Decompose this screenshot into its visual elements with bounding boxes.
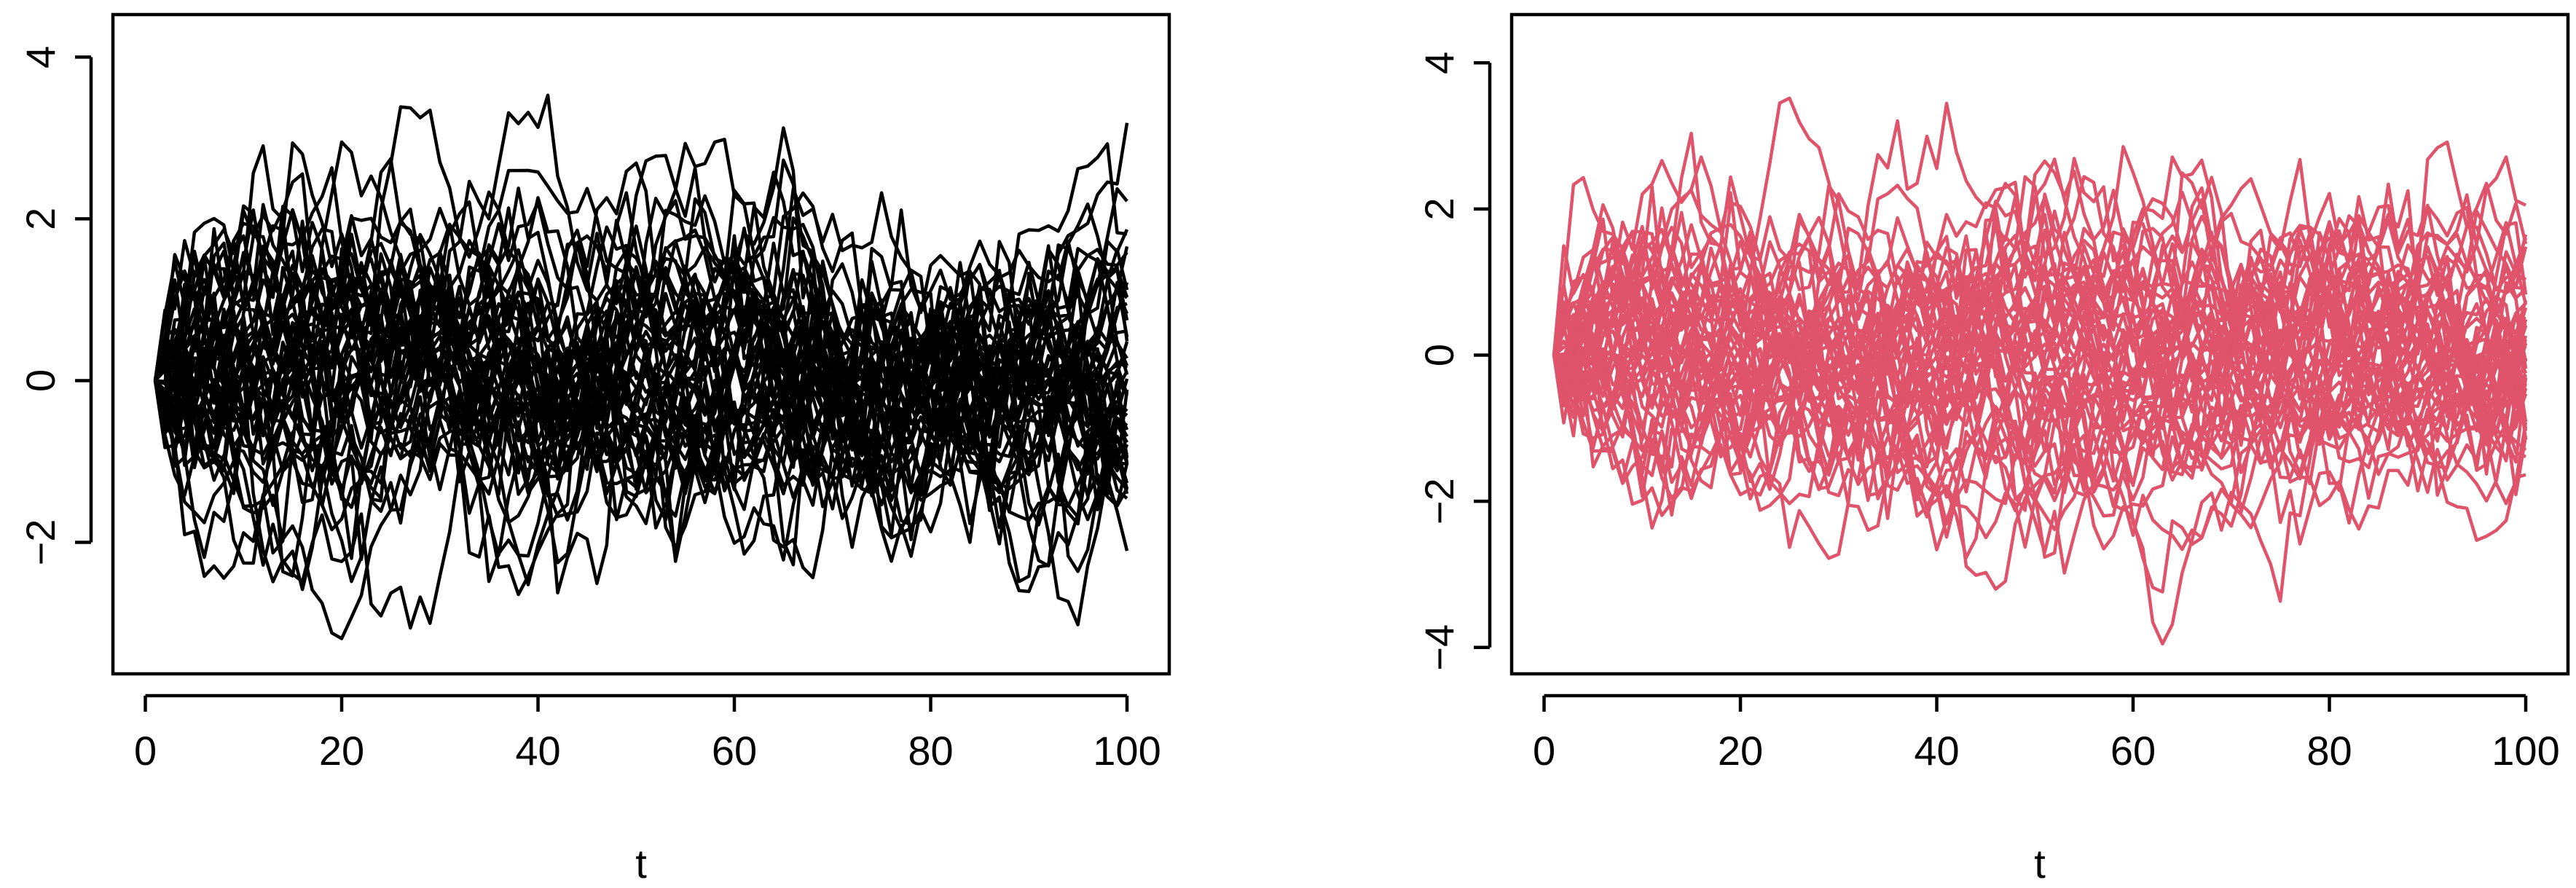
x-tick-label: 60 [712, 728, 757, 774]
y-tick-label: −4 [1416, 624, 1462, 671]
series-line-43 [1552, 209, 2526, 472]
series-line-34 [153, 186, 1128, 508]
x-tick-label: 20 [319, 728, 364, 774]
series-line-39 [154, 154, 1129, 495]
y-tick-label: 0 [1416, 344, 1462, 366]
y-tick-label: 0 [17, 369, 63, 392]
series-line-45 [1552, 193, 2528, 417]
x-tick-label: 20 [1718, 728, 1763, 774]
series-line-50 [1552, 157, 2528, 559]
plot-frame [1509, 12, 2570, 676]
series-group [1552, 96, 2528, 646]
series-line-50 [154, 234, 1128, 595]
y-tick-label: −2 [17, 519, 63, 566]
x-tick-label: 40 [515, 728, 560, 774]
series-line-48 [1552, 176, 2528, 533]
series-group [153, 93, 1129, 640]
x-axis-title: t [2034, 841, 2046, 887]
x-axis-title: t [635, 841, 647, 887]
y-tick-label: 4 [1416, 52, 1462, 74]
series-line-48 [153, 196, 1128, 563]
x-tick-label: 100 [1093, 728, 1161, 774]
series-line-46 [153, 189, 1129, 584]
x-tick-label: 80 [908, 728, 953, 774]
series-line-47 [154, 138, 1129, 495]
series-line-40 [1552, 201, 2528, 433]
series-line-41 [1552, 234, 2528, 520]
x-tick-label: 100 [2491, 728, 2559, 774]
right-chart: 0 20 40 60 80 100 −4 −2 0 2 4 t [1416, 12, 2570, 887]
left-chart: 0 20 40 60 80 100 −2 0 2 4 t [17, 12, 1171, 887]
x-tick-label: 0 [1533, 728, 1555, 774]
series-line-49 [153, 224, 1128, 457]
plot-frame [111, 12, 1171, 676]
y-tick-label: 2 [17, 208, 63, 230]
y-tick-label: 4 [17, 46, 63, 68]
series-line-44 [1552, 227, 2527, 500]
y-tick-label: 2 [1416, 197, 1462, 220]
x-tick-label: 60 [2110, 728, 2156, 774]
series-line-49 [1552, 184, 2527, 468]
y-tick-label: −2 [1416, 478, 1462, 524]
series-line-43 [154, 204, 1129, 492]
x-tick-label: 0 [134, 728, 157, 774]
x-tick-label: 40 [1914, 728, 1959, 774]
x-tick-label: 80 [2306, 728, 2352, 774]
series-line-47 [1553, 251, 2528, 559]
